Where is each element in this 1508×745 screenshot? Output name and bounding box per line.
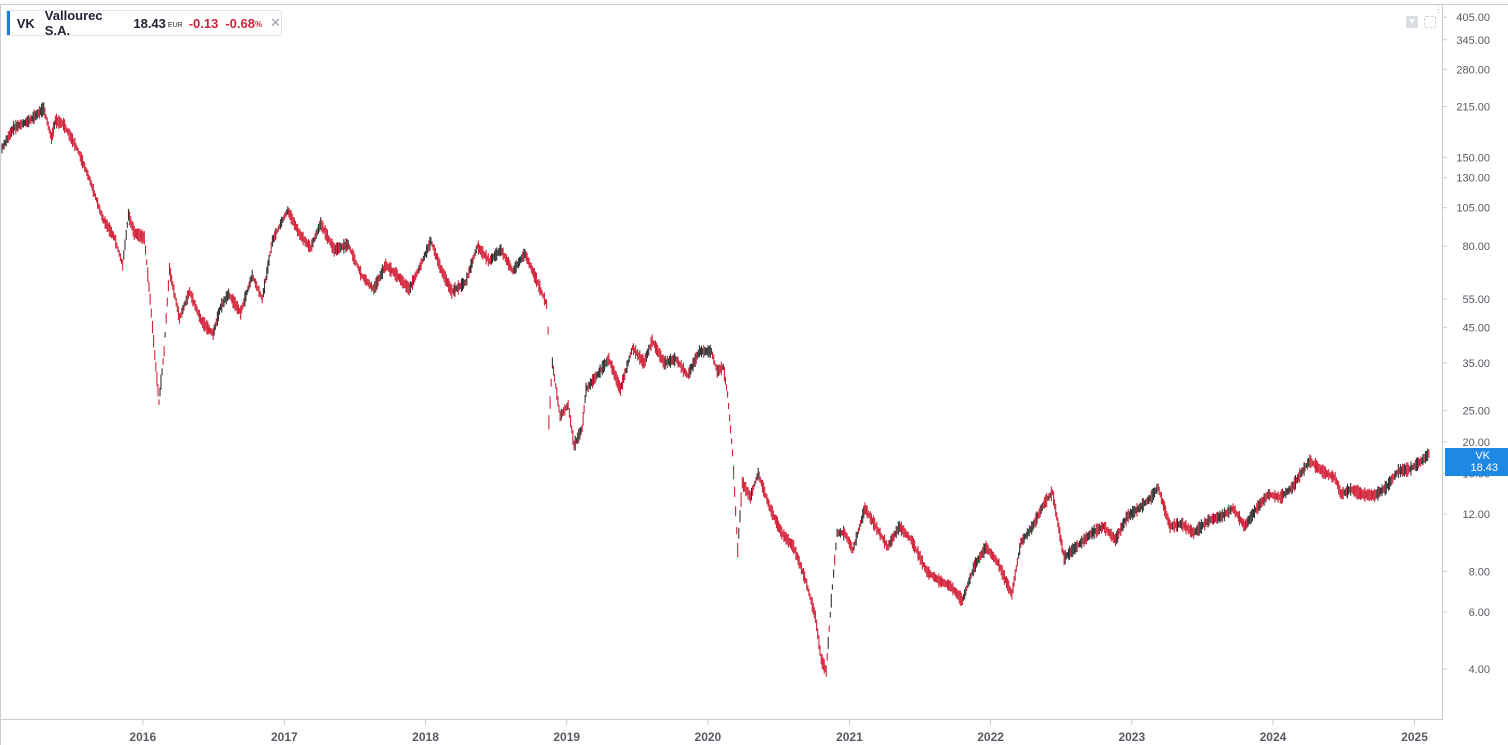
price-tag-box: [1445, 448, 1508, 476]
download-icon[interactable]: [1406, 16, 1418, 28]
y-tick-label: 4.00: [1469, 664, 1490, 676]
legend-symbol: VK: [16, 15, 35, 31]
x-tick-label: 2025: [1401, 730, 1428, 744]
menu-icon[interactable]: ⋮: [1434, 4, 1443, 14]
price-tag-symbol: VK: [1475, 450, 1490, 462]
y-tick-label: 45.00: [1462, 322, 1490, 334]
y-tick-label: 405.00: [1456, 12, 1490, 24]
y-tick-label: 8.00: [1469, 566, 1490, 578]
legend-change: -0.13: [188, 15, 219, 31]
y-axis: 405.00 345.00 280.00 215.00 150.00 130.00 105.…: [1442, 12, 1490, 676]
y-tick-label: 280.00: [1456, 64, 1490, 76]
x-tick-label: 2019: [553, 730, 580, 744]
x-tick-label: 2020: [695, 730, 722, 744]
instrument-legend[interactable]: VK Vallourec S.A. 18.43 EUR -0.13 -0.68 …: [6, 8, 282, 38]
y-tick-label: 20.00: [1462, 437, 1490, 449]
y-tick-label: 55.00: [1462, 294, 1490, 306]
y-tick-label: 6.00: [1469, 607, 1490, 619]
y-tick-label: 105.00: [1456, 203, 1490, 215]
legend-last-price: 18.43: [133, 15, 166, 31]
legend-currency: EUR: [167, 21, 183, 29]
x-tick-label: 2017: [271, 730, 298, 744]
y-tick-label: 150.00: [1456, 152, 1490, 164]
x-tick-label: 2024: [1260, 730, 1287, 744]
last-price-tag: VK 18.43: [1445, 448, 1508, 476]
y-tick-label: 35.00: [1462, 358, 1490, 370]
y-tick-label: 12.00: [1462, 509, 1490, 521]
legend-name: Vallourec S.A.: [44, 8, 103, 38]
legend-pct-sign: %: [254, 20, 263, 29]
left-border: [0, 4, 1, 745]
x-tick-label: 2018: [412, 730, 439, 744]
x-tick-label: 2016: [129, 730, 156, 744]
price-tag-value: 18.43: [1470, 462, 1498, 474]
price-series: [1, 102, 1430, 677]
x-tick-label: 2022: [977, 730, 1004, 744]
x-axis: 2016 2017 2018 2019 2020 2021 2022 2023 2024 2025: [129, 720, 1428, 744]
x-tick-label: 2021: [836, 730, 863, 744]
y-tick-label: 80.00: [1462, 241, 1490, 253]
close-icon[interactable]: ✕: [270, 15, 281, 30]
x-tick-label: 2023: [1118, 730, 1145, 744]
collapse-icon[interactable]: [1424, 16, 1436, 28]
legend-accent: [7, 11, 10, 35]
top-border: [0, 4, 1508, 5]
y-tick-label: 25.00: [1462, 405, 1490, 417]
y-tick-label: 345.00: [1456, 35, 1490, 47]
y-tick-label: 130.00: [1456, 173, 1490, 185]
legend-change-pct: -0.68: [225, 15, 255, 31]
y-tick-label: 215.00: [1456, 102, 1490, 114]
